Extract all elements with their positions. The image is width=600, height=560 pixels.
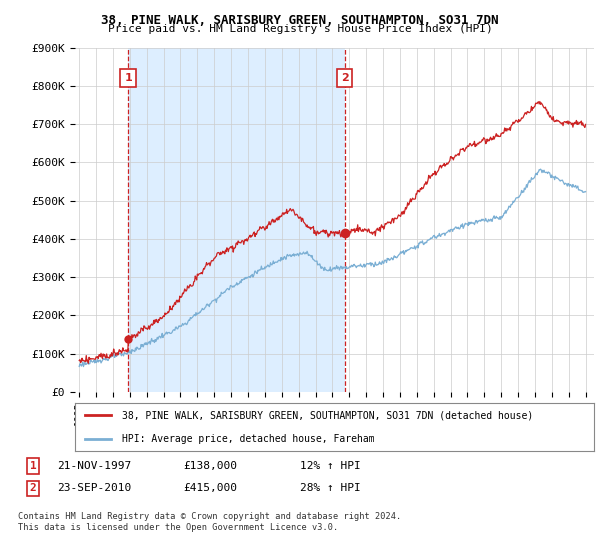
- Text: 1: 1: [124, 73, 132, 83]
- Text: 23-SEP-2010: 23-SEP-2010: [57, 483, 131, 493]
- Text: 21-NOV-1997: 21-NOV-1997: [57, 461, 131, 471]
- Text: £138,000: £138,000: [183, 461, 237, 471]
- Text: Price paid vs. HM Land Registry's House Price Index (HPI): Price paid vs. HM Land Registry's House …: [107, 24, 493, 34]
- Text: 38, PINE WALK, SARISBURY GREEN, SOUTHAMPTON, SO31 7DN (detached house): 38, PINE WALK, SARISBURY GREEN, SOUTHAMP…: [122, 410, 533, 420]
- Text: 12% ↑ HPI: 12% ↑ HPI: [300, 461, 361, 471]
- Text: £415,000: £415,000: [183, 483, 237, 493]
- Text: 2: 2: [341, 73, 349, 83]
- Text: 1: 1: [29, 461, 37, 471]
- Text: 2: 2: [29, 483, 37, 493]
- Text: 28% ↑ HPI: 28% ↑ HPI: [300, 483, 361, 493]
- Text: 38, PINE WALK, SARISBURY GREEN, SOUTHAMPTON, SO31 7DN: 38, PINE WALK, SARISBURY GREEN, SOUTHAMP…: [101, 14, 499, 27]
- Text: Contains HM Land Registry data © Crown copyright and database right 2024.
This d: Contains HM Land Registry data © Crown c…: [18, 512, 401, 532]
- Bar: [128, 48, 345, 392]
- Text: HPI: Average price, detached house, Fareham: HPI: Average price, detached house, Fare…: [122, 434, 374, 444]
